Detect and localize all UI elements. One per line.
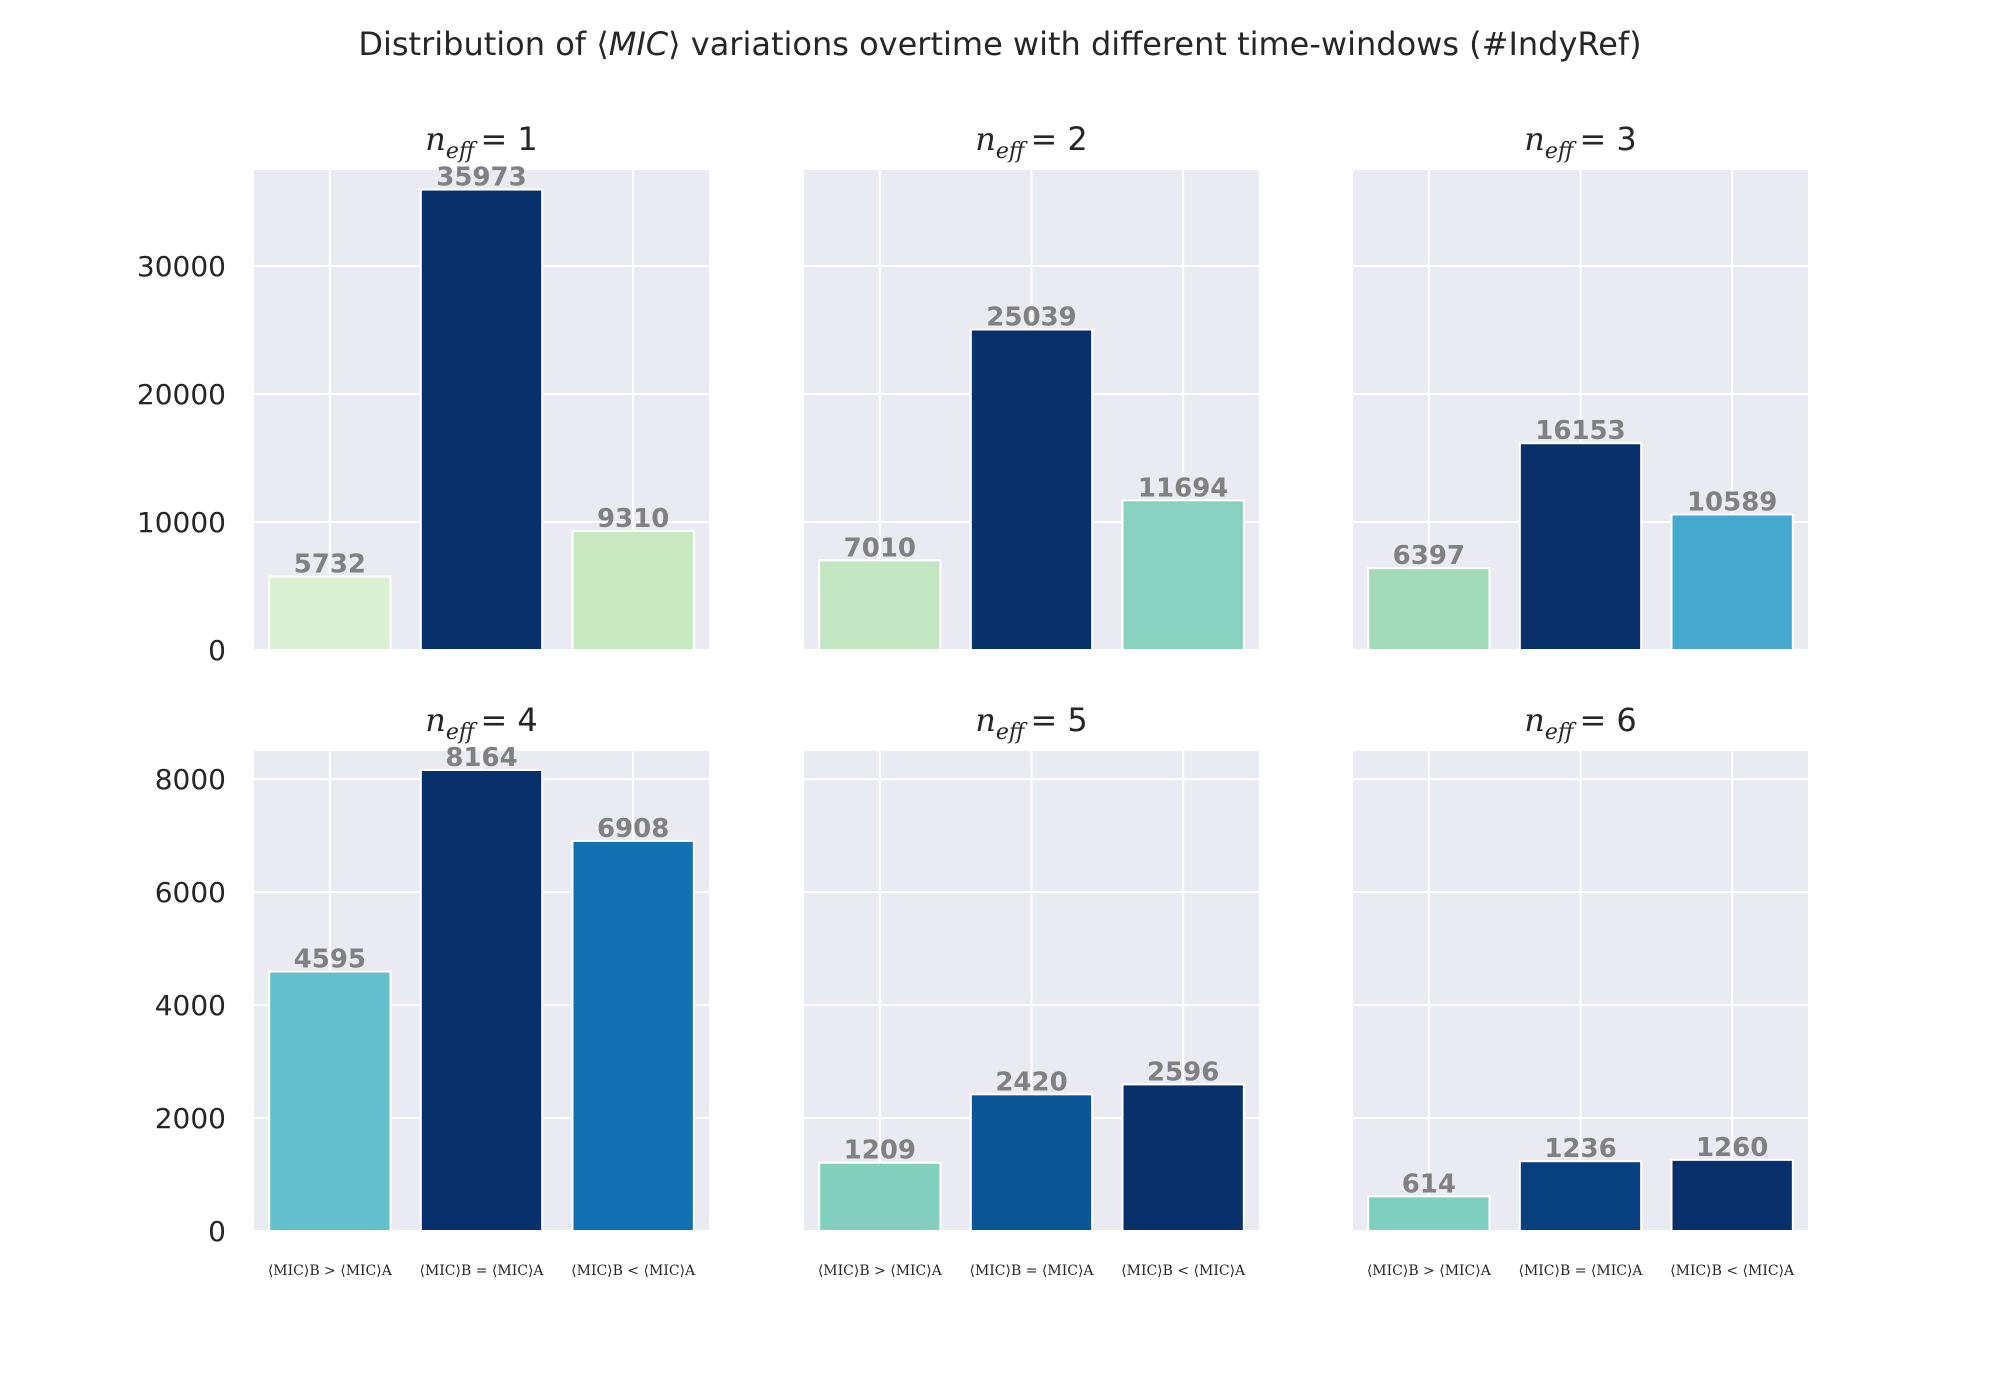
y-tick-label: 10000	[137, 506, 226, 539]
bar	[1670, 1158, 1794, 1232]
bar	[1367, 567, 1491, 652]
x-tick-label: ⟨MIC⟩B < ⟨MIC⟩A	[1121, 1263, 1246, 1279]
y-tick-label: 6000	[155, 876, 226, 909]
value-label: 25039	[986, 303, 1076, 333]
bar	[969, 1093, 1094, 1233]
value-label: 35973	[436, 163, 526, 193]
panel-2: 7010 25039 11694 neff = 2	[804, 120, 1259, 651]
bar	[1121, 1083, 1245, 1232]
panel-title: neff = 5	[975, 701, 1088, 745]
value-label: 6908	[597, 814, 669, 844]
bar	[268, 970, 392, 1232]
y-tick-label: 30000	[137, 250, 226, 283]
panel-5: 1209 2420 2596 neff = 5 ⟨MIC⟩B > ⟨MIC⟩A ⟨MIC⟩B…	[804, 701, 1259, 1279]
x-tick-label: ⟨MIC⟩B = ⟨MIC⟩A	[969, 1263, 1094, 1279]
bar	[818, 1161, 942, 1232]
y-tick-label: 0	[208, 1215, 226, 1248]
bar	[1518, 442, 1643, 652]
value-label: 1209	[844, 1136, 916, 1166]
y-tick-label: 4000	[155, 989, 226, 1022]
value-label: 2420	[995, 1067, 1067, 1097]
y-tick-label: 0	[208, 634, 226, 667]
figure-title: Distribution of ⟨MIC⟩ variations overtim…	[358, 25, 1641, 63]
bar	[571, 529, 695, 651]
bar	[571, 839, 695, 1232]
bar	[1121, 499, 1245, 651]
value-label: 11694	[1138, 473, 1228, 503]
x-tick-label: ⟨MIC⟩B > ⟨MIC⟩A	[818, 1263, 943, 1279]
value-label: 614	[1402, 1169, 1456, 1199]
bar	[268, 575, 392, 651]
bar	[1518, 1160, 1643, 1233]
bar	[419, 188, 544, 651]
panel-title: neff = 3	[1524, 120, 1637, 164]
value-label: 1236	[1544, 1134, 1616, 1164]
panel-title: neff = 6	[1524, 701, 1637, 745]
bar	[969, 328, 1094, 651]
x-tick-label: ⟨MIC⟩B = ⟨MIC⟩A	[419, 1263, 544, 1279]
value-label: 9310	[597, 504, 669, 534]
x-tick-label: ⟨MIC⟩B < ⟨MIC⟩A	[571, 1263, 696, 1279]
y-tick-label: 8000	[155, 763, 226, 796]
panel-title: neff = 1	[425, 120, 538, 164]
y-tick-label: 20000	[137, 378, 226, 411]
value-label: 16153	[1535, 416, 1625, 446]
x-tick-label: ⟨MIC⟩B = ⟨MIC⟩A	[1518, 1263, 1643, 1279]
panel-6: 614 1236 1260 neff = 6 ⟨MIC⟩B > ⟨MIC⟩A ⟨MIC⟩B …	[1353, 701, 1808, 1279]
x-tick-label: ⟨MIC⟩B < ⟨MIC⟩A	[1670, 1263, 1795, 1279]
panel-title: neff = 4	[425, 701, 538, 745]
value-label: 1260	[1696, 1133, 1768, 1163]
x-tick-label: ⟨MIC⟩B > ⟨MIC⟩A	[1367, 1263, 1492, 1279]
value-label: 2596	[1147, 1057, 1219, 1087]
panel-4: 0 2000 4000 6000 8000 4595 8164 6908 neff = 4 ⟨MIC…	[155, 701, 709, 1279]
value-label: 7010	[844, 533, 916, 563]
panel-3: 6397 16153 10589 neff = 3	[1353, 120, 1808, 652]
panel-1: 0 10000 20000 30000 5732 35973 9310 neff = 1	[137, 120, 709, 667]
y-tick-label: 2000	[155, 1102, 226, 1135]
value-label: 8164	[445, 743, 517, 773]
value-label: 5732	[294, 550, 366, 580]
value-label: 4595	[294, 945, 366, 975]
x-tick-label: ⟨MIC⟩B > ⟨MIC⟩A	[268, 1263, 393, 1279]
panel-title: neff = 2	[975, 120, 1088, 164]
bar	[818, 559, 942, 651]
bar	[419, 768, 544, 1232]
value-label: 10589	[1687, 487, 1777, 517]
bar	[1670, 513, 1794, 652]
bar	[1367, 1195, 1491, 1232]
value-label: 6397	[1393, 541, 1465, 571]
